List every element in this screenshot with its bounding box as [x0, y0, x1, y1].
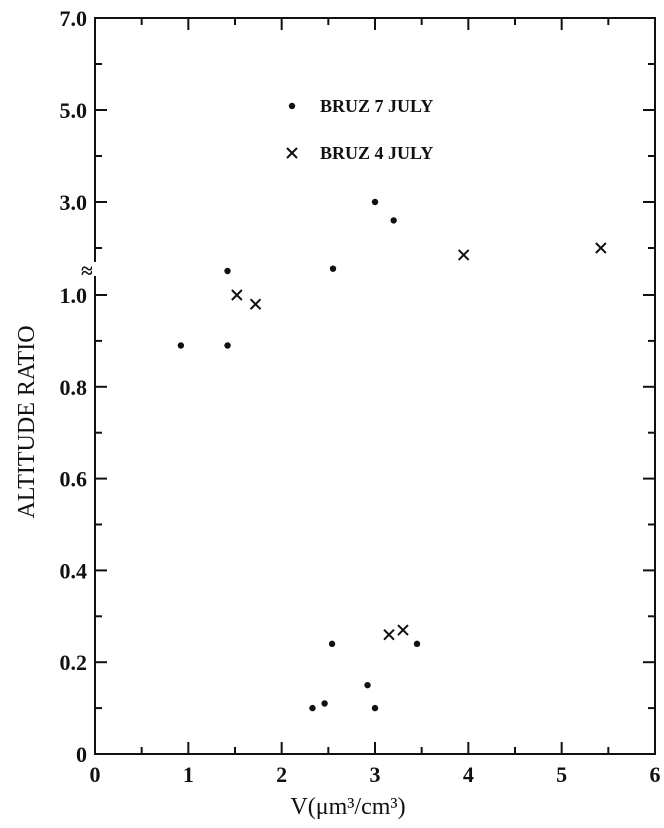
cross-stroke	[249, 298, 262, 310]
legend-marker-cross	[286, 147, 298, 159]
axis-break-symbol: ≈	[81, 258, 93, 283]
data-point-dot	[328, 640, 336, 648]
legend: BRUZ 7 JULY BRUZ 4 JULY	[286, 96, 433, 163]
data-point-cross	[457, 249, 470, 261]
y-tick-label: 5.0	[60, 98, 88, 123]
cross-stroke	[231, 289, 243, 301]
cross-stroke	[595, 242, 607, 254]
x-tick-label: 3	[370, 762, 381, 787]
data-point-dot	[329, 265, 337, 272]
cross-stroke	[457, 249, 470, 261]
data-point-dot	[224, 342, 231, 349]
data-point-dot	[321, 700, 328, 707]
legend-marker-dot	[288, 102, 296, 110]
y-axis-title: ALTITUDE RATIO	[14, 325, 40, 518]
legend-label: BRUZ 7 JULY	[320, 96, 433, 116]
x-tick-label: 4	[463, 762, 474, 787]
data-marks	[177, 198, 607, 712]
data-point-cross	[231, 289, 243, 301]
data-point-cross	[249, 298, 262, 310]
data-point-cross	[397, 624, 409, 636]
y-tick-label: 0.6	[60, 467, 88, 492]
data-point-dot	[224, 267, 231, 275]
x-tick-label: 1	[183, 762, 194, 787]
y-tick-label: 0.8	[60, 375, 88, 400]
plot-frame	[94, 17, 656, 755]
x-tick-label: 2	[276, 762, 287, 787]
data-point-cross	[595, 242, 607, 254]
cross-stroke	[397, 624, 409, 636]
data-point-dot	[177, 342, 185, 349]
x-tick-label: 5	[556, 762, 567, 787]
axes: ≈	[81, 17, 656, 755]
data-point-dot	[390, 217, 397, 224]
x-tick-label: 0	[90, 762, 101, 787]
data-point-dot	[413, 640, 421, 648]
tick-labels: 0 1 2 3 4 5 6 0 0.2 0.4 0.6 0.8 1.0 3.0 5.0 7.0	[60, 6, 661, 787]
legend-label: BRUZ 4 JULY	[320, 143, 433, 163]
y-tick-label: 3.0	[60, 190, 88, 215]
y-tick-label: 0.2	[60, 650, 88, 675]
y-tick-label: 0.4	[60, 558, 88, 583]
ticks	[94, 17, 656, 755]
y-tick-label: 1.0	[60, 283, 88, 308]
data-point-cross	[383, 628, 395, 641]
legend-item: BRUZ 7 JULY	[288, 96, 433, 116]
data-point-dot	[371, 198, 379, 206]
x-axis-title: V(μm³/cm³)	[290, 794, 405, 820]
cross-stroke	[383, 628, 395, 641]
data-point-dot	[364, 681, 371, 689]
data-point-dot	[371, 704, 379, 712]
axis-break-gap	[92, 262, 98, 276]
y-tick-label: 0	[76, 742, 87, 767]
x-tick-label: 6	[650, 762, 661, 787]
y-tick-label: 7.0	[60, 6, 88, 31]
data-point-dot	[309, 704, 316, 712]
legend-item: BRUZ 4 JULY	[286, 143, 433, 163]
